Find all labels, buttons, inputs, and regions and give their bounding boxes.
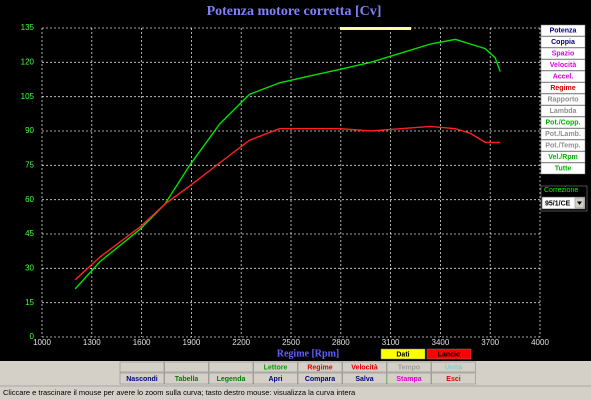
toolbar-button[interactable]	[431, 361, 476, 373]
toolbar-button[interactable]	[431, 372, 476, 385]
side-button[interactable]	[540, 24, 586, 37]
x-tick-label: 1000	[33, 338, 51, 347]
side-button[interactable]	[540, 93, 586, 106]
correction-select[interactable]	[541, 196, 586, 210]
correction-group	[540, 185, 588, 212]
correction-value[interactable]: 95/1/CE	[545, 200, 571, 207]
side-button[interactable]	[540, 59, 586, 71]
zoom-highlight	[340, 27, 411, 30]
toolbar-button[interactable]	[253, 372, 298, 385]
toolbar-button[interactable]	[253, 361, 298, 373]
toolbar-button[interactable]	[164, 372, 209, 385]
toolbar-button-label[interactable]: Tempo	[398, 364, 420, 371]
y-tick-label: 60	[25, 195, 34, 204]
y-tick-label: 0	[30, 332, 35, 341]
side-button-label[interactable]: Coppia	[551, 39, 575, 46]
mode-button-label[interactable]: Dati	[396, 351, 409, 358]
correction-label: Correzione	[544, 187, 578, 194]
x-tick-label: 3400	[432, 338, 450, 347]
toolbar-button-label[interactable]: Apri	[269, 376, 283, 383]
side-button-label[interactable]: Regime	[550, 85, 575, 92]
chart-title: Potenza motore corretta [Cv]	[207, 4, 382, 19]
toolbar-button-label[interactable]: Stampa	[396, 376, 421, 383]
x-tick-label: 2800	[332, 338, 350, 347]
y-tick-label: 30	[25, 263, 34, 272]
toolbar-button-label[interactable]: Nascondi	[126, 376, 158, 383]
side-button[interactable]	[540, 82, 586, 94]
chart-background	[0, 0, 591, 361]
side-button-label[interactable]: Tutte	[555, 166, 572, 173]
x-tick-label: 1900	[183, 338, 201, 347]
y-tick-label: 135	[21, 23, 35, 32]
side-button[interactable]	[540, 47, 586, 60]
disabled-button[interactable]	[164, 361, 209, 373]
x-tick-label: 2500	[282, 338, 300, 347]
toolbar-button-label[interactable]: Salva	[355, 376, 373, 383]
disabled-button[interactable]	[119, 361, 165, 373]
y-tick-label: 45	[25, 229, 34, 238]
side-button-label[interactable]: Accel.	[553, 74, 574, 81]
mode-button[interactable]	[380, 348, 426, 360]
toolbar-button-label[interactable]: Tabella	[175, 376, 199, 383]
side-button-label[interactable]: Rapporto	[547, 97, 578, 104]
x-tick-label: 1600	[133, 338, 151, 347]
side-button[interactable]	[540, 151, 586, 163]
y-tick-label: 15	[25, 298, 34, 307]
toolbar-button[interactable]	[386, 372, 432, 385]
toolbar-button-label[interactable]: Regime	[307, 364, 332, 371]
side-button[interactable]	[540, 162, 586, 175]
mode-button-label[interactable]: Lancio	[438, 351, 461, 358]
disabled-button[interactable]	[208, 361, 254, 373]
toolbar-button-label[interactable]: Velocità	[351, 364, 378, 371]
side-button[interactable]	[540, 105, 586, 117]
toolbar-button[interactable]	[119, 372, 165, 385]
side-button[interactable]	[540, 116, 586, 129]
side-button-label[interactable]: Vel./Rpm	[548, 154, 578, 161]
side-button[interactable]	[540, 128, 586, 140]
mode-button[interactable]	[426, 348, 472, 360]
y-tick-label: 105	[21, 92, 35, 101]
x-tick-label: 2200	[232, 338, 250, 347]
side-button-label[interactable]: Lambda	[550, 108, 577, 115]
toolbar-button-label[interactable]: Legenda	[217, 376, 246, 383]
x-axis-label: Regime [Rpm]	[277, 348, 339, 359]
select-arrow	[577, 201, 582, 205]
toolbar-button[interactable]	[342, 361, 387, 373]
x-tick-label: 3700	[481, 338, 499, 347]
toolbar-button[interactable]	[297, 361, 343, 373]
toolbar-button-label[interactable]: Unità	[445, 364, 463, 371]
toolbar-button[interactable]	[297, 372, 343, 385]
side-button-label[interactable]: Pot./Lamb.	[545, 131, 581, 138]
side-button-label[interactable]: Velocità	[550, 62, 577, 69]
toolbar-button-label[interactable]: Compara	[305, 376, 335, 383]
side-button[interactable]	[540, 70, 586, 83]
side-button[interactable]	[540, 139, 586, 152]
y-tick-label: 90	[25, 126, 34, 135]
x-tick-label: 4000	[531, 338, 549, 347]
curve	[74, 125, 501, 281]
y-tick-label: 120	[21, 57, 35, 66]
toolbar-button-label[interactable]: Esci	[446, 376, 460, 383]
x-tick-label: 3100	[382, 338, 400, 347]
toolbar-button[interactable]	[386, 361, 432, 373]
y-tick-label: 75	[25, 160, 34, 169]
toolbar-button[interactable]	[342, 372, 387, 385]
side-button-label[interactable]: Potenza	[550, 28, 577, 35]
side-button[interactable]	[540, 36, 586, 48]
side-button-label[interactable]: Spazio	[552, 51, 575, 58]
x-tick-label: 1300	[83, 338, 101, 347]
toolbar-button-label[interactable]: Lettore	[264, 364, 288, 371]
toolbar-button[interactable]	[208, 372, 254, 385]
side-button-label[interactable]: Pot./Temp.	[545, 143, 580, 150]
side-button-label[interactable]: Pot./Copp.	[546, 120, 581, 127]
status-bar: Cliccare e trascinare il mouse per avere…	[3, 388, 356, 397]
